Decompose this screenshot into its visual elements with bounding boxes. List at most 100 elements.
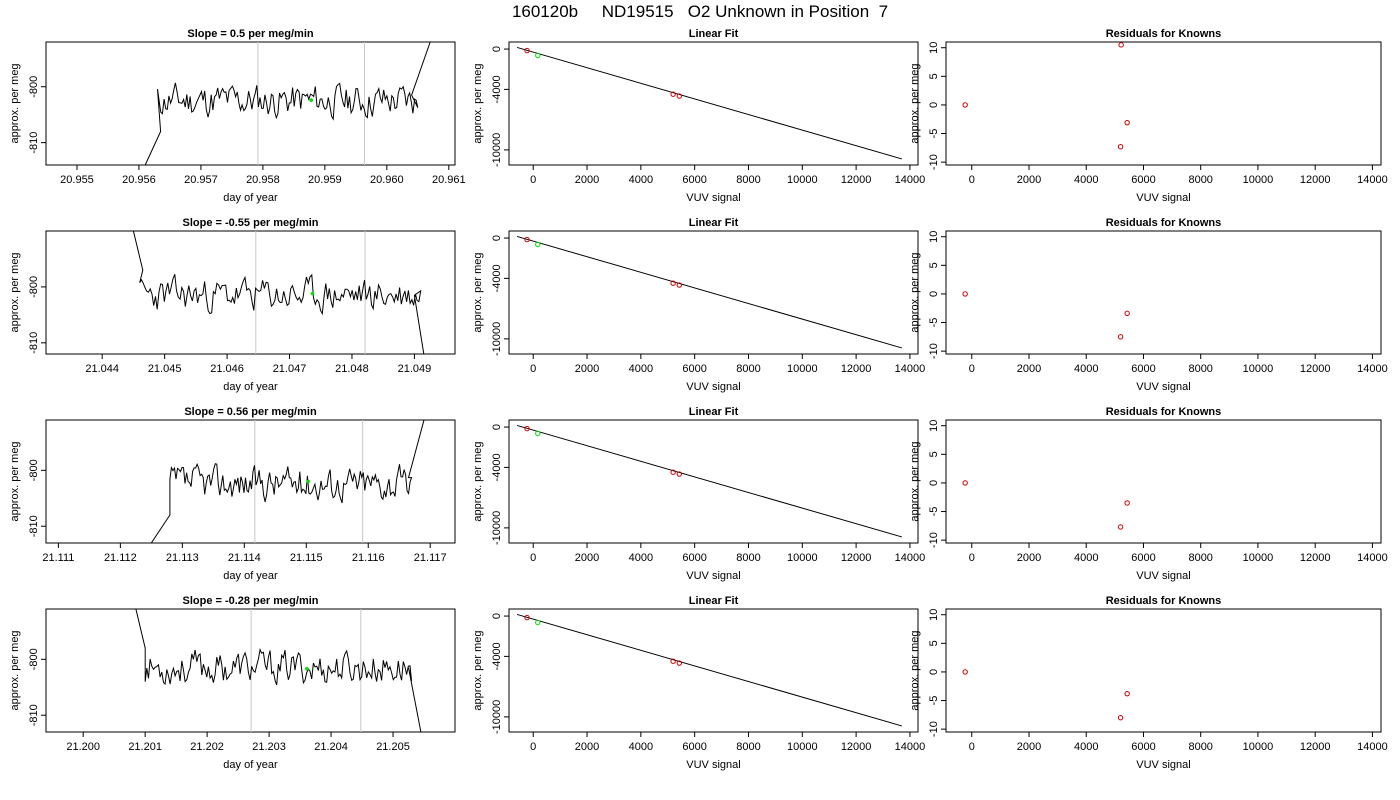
x-tick-label: 20.956 [122,174,156,186]
plot-area [962,669,1130,721]
plot-area [516,235,902,349]
x-axis-label: VUV signal [1136,570,1190,582]
x-tick-label: 8000 [736,363,760,375]
known-point [676,660,683,666]
x-tick-label: 10000 [1243,363,1274,375]
known-point [1117,334,1124,340]
y-tick-label: -5 [928,129,940,139]
panel-title: Linear Fit [689,28,739,40]
x-tick-label: 21.203 [252,741,286,753]
panel-8: Linear Fit 0 2000 4000 6000 8000 10000 12000 140… [472,406,925,582]
plot-area [135,609,422,732]
x-tick-label: 2000 [1017,363,1041,375]
y-axis-label: approx. per meg [472,63,484,143]
x-tick-label: 4000 [629,741,653,753]
y-tick-label: -10 [928,532,940,548]
y-tick-label: 0 [491,613,503,619]
known-point [962,669,968,675]
x-tick-label: 21.111 [42,552,74,564]
x-axis-label: VUV signal [686,570,740,582]
panel-1: Slope = 0.5 per meg/min 20.955 20.956 20.95… [9,28,466,204]
x-tick-label: 6000 [1131,552,1155,564]
plot-frame [945,608,1382,733]
y-axis-label: approx. per meg [472,630,484,710]
known-point [1117,714,1124,721]
plot-area [516,424,902,538]
x-tick-label: 0 [969,552,975,564]
y-tick-label: -810 [28,332,40,354]
x-tick-label: 8000 [1188,741,1212,753]
y-tick-label: -810 [28,704,40,726]
x-tick-label: 0 [530,363,536,375]
fit-line [516,235,902,349]
x-tick-label: 21.045 [148,363,182,375]
x-axis-label: day of year [223,192,278,204]
known-point [962,102,968,108]
x-tick-label: 0 [969,363,975,375]
y-tick-label: -10 [928,343,940,359]
panel-title: Linear Fit [689,595,739,607]
known-point [1117,524,1124,530]
y-tick-label: 0 [491,46,503,52]
x-tick-label: 10000 [787,552,818,564]
x-tick-label: 2000 [1017,552,1041,564]
fit-line [516,613,902,727]
y-tick-label: -10000 [491,322,503,356]
plot-area [150,420,425,543]
panel-4: Slope = -0.55 per meg/min 21.044 21.045 21.… [9,217,456,393]
x-tick-label: 4000 [1074,174,1098,186]
x-tick-label: 21.113 [166,552,199,564]
x-axis-label: day of year [223,381,278,393]
y-tick-label: -10000 [491,133,503,167]
x-tick-label: 2000 [575,363,599,375]
unknown-point [535,241,541,248]
known-point [524,614,530,621]
x-tick-label: 21.047 [273,363,307,375]
x-tick-label: 10000 [1243,552,1274,564]
x-tick-label: 21.202 [190,741,224,753]
known-point [1124,119,1130,126]
x-tick-label: 21.200 [66,741,100,753]
plot-frame [45,608,456,733]
x-tick-label: 0 [969,741,975,753]
y-tick-label: 5 [928,73,940,79]
panel-title: Slope = 0.5 per meg/min [187,28,314,40]
fit-line [516,46,902,160]
plot-frame [45,230,456,355]
panel-7: Slope = 0.56 per meg/min 21.111 21.112 21.1… [9,406,456,582]
x-tick-label: 4000 [1074,552,1098,564]
y-axis-label: approx. per meg [9,252,21,332]
unknown-marker [309,98,314,102]
panel-5: Linear Fit 0 2000 4000 6000 8000 10000 12000 140… [472,217,925,393]
x-tick-label: 20.957 [184,174,218,186]
x-tick-label: 8000 [1188,174,1212,186]
panel-10: Slope = -0.28 per meg/min 21.200 21.201 21.… [9,595,456,771]
plot-frame [945,41,1382,166]
y-tick-label: -10 [928,154,940,170]
panel-title: Slope = -0.28 per meg/min [182,595,318,607]
x-tick-label: 21.201 [128,741,162,753]
x-tick-label: 2000 [575,174,599,186]
known-point [524,47,530,54]
x-tick-label: 12000 [1300,741,1331,753]
plot-area [962,480,1130,530]
plot-area [516,46,902,160]
y-tick-label: 0 [491,424,503,430]
y-axis-label: approx. per meg [909,630,921,710]
x-tick-label: 21.046 [210,363,244,375]
y-axis-label: approx. per meg [909,63,921,143]
x-tick-label: 12000 [841,741,872,753]
x-tick-label: 14000 [895,552,926,564]
y-tick-label: -4000 [491,264,503,292]
x-tick-label: 4000 [629,363,653,375]
x-axis-label: VUV signal [1136,192,1190,204]
data-trace [135,609,422,732]
y-axis-label: approx. per meg [9,630,21,710]
y-tick-label: -800 [28,76,40,98]
y-tick-label: -810 [28,515,40,537]
y-tick-label: -800 [28,648,40,670]
x-tick-label: 0 [969,174,975,186]
